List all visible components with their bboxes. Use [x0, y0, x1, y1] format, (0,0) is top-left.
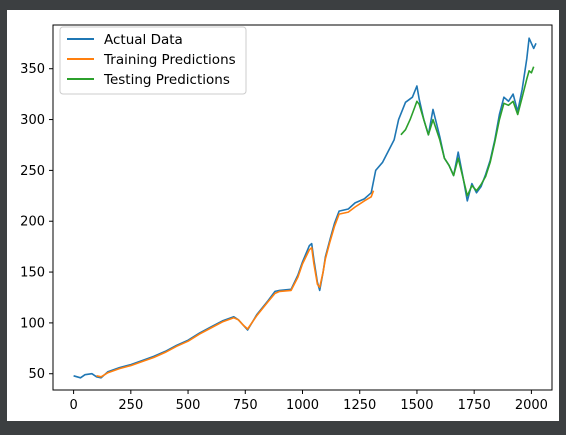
- y-tick-label: 50: [28, 367, 45, 382]
- x-tick-label: 0: [69, 398, 77, 413]
- x-tick-label: 1500: [400, 398, 433, 413]
- y-tick-label: 200: [20, 215, 45, 230]
- chart-figure: 0 250 500 750 1000 1250 1500 1750 2000 50 100 150 2…: [7, 10, 559, 421]
- legend-label-actual: Actual Data: [104, 32, 183, 48]
- series-line-testing: [400, 66, 535, 197]
- series-line-training: [96, 190, 375, 378]
- x-tick-label: 250: [118, 398, 143, 413]
- x-tick-label: 1250: [343, 398, 376, 413]
- series-layer: [73, 37, 537, 379]
- x-tick-label: 750: [233, 398, 258, 413]
- y-tick-label: 100: [20, 316, 45, 331]
- x-tick-label: 1000: [286, 398, 319, 413]
- legend-label-testing: Testing Predictions: [103, 72, 230, 88]
- x-tick-label: 1750: [458, 398, 491, 413]
- line-chart: 0 250 500 750 1000 1250 1500 1750 2000 50 100 150 2…: [20, 24, 553, 413]
- legend-label-training: Training Predictions: [103, 52, 236, 68]
- x-tick-label: 2000: [515, 398, 548, 413]
- y-tick-label: 150: [20, 266, 45, 281]
- legend-box: [59, 26, 247, 95]
- legend: Actual Data Training Predictions Testing…: [59, 26, 247, 95]
- x-tick-label: 500: [176, 398, 201, 413]
- y-tick-label: 250: [20, 164, 45, 179]
- y-axis: 50 100 150 200 250 300 350: [20, 62, 53, 382]
- x-axis: 0 250 500 750 1000 1250 1500 1750 2000: [69, 390, 548, 413]
- y-tick-label: 350: [20, 62, 45, 77]
- y-tick-label: 300: [20, 113, 45, 128]
